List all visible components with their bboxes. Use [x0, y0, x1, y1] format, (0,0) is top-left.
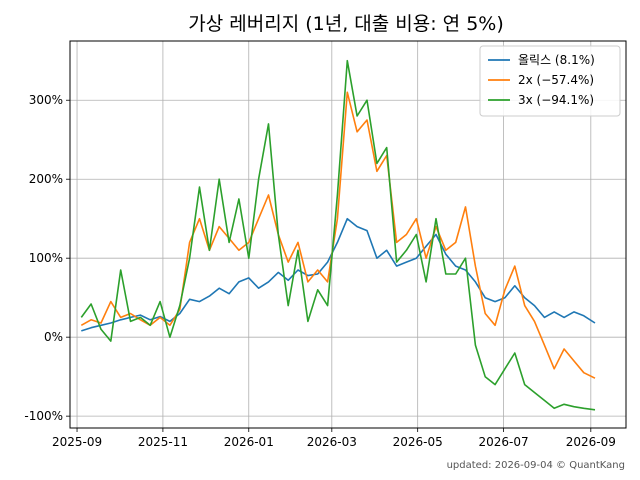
x-tick-label: 2026-05 [393, 435, 443, 449]
footer-note: updated: 2026-09-04 © QuantKang [447, 460, 625, 471]
y-axis: -100% 0% 100% 200% 300% [24, 93, 70, 423]
y-tick-label: 0% [44, 330, 63, 344]
legend: 올릭스 (8.1%) 2x (−57.4%) 3x (−94.1%) [479, 45, 621, 117]
series-line-0 [81, 217, 596, 332]
x-tick-label: 2026-01 [224, 435, 274, 449]
y-tick-label: 300% [29, 93, 63, 107]
chart-title: 가상 레버리지 (1년, 대출 비용: 연 5%) [188, 13, 504, 35]
legend-label-1: 2x (−57.4%) [518, 73, 594, 87]
x-tick-label: 2025-11 [138, 435, 188, 449]
y-tick-label: -100% [24, 409, 63, 423]
plot-frame [69, 40, 627, 429]
y-tick-label: 200% [29, 172, 63, 186]
series-line-1 [80, 91, 596, 379]
legend-label-0: 올릭스 (8.1%) [518, 53, 595, 67]
x-tick-label: 2026-07 [478, 435, 528, 449]
x-axis: 2025-09 2025-11 2026-01 2026-03 2026-05 2026-… [52, 428, 616, 449]
series-line-2 [80, 59, 596, 411]
series-lines [80, 59, 596, 411]
legend-box [479, 45, 621, 117]
y-tick-label: 100% [29, 251, 63, 265]
x-tick-label: 2026-03 [307, 435, 357, 449]
legend-label-2: 3x (−94.1%) [518, 93, 594, 107]
x-tick-label: 2026-09 [566, 435, 616, 449]
x-tick-label: 2025-09 [52, 435, 102, 449]
